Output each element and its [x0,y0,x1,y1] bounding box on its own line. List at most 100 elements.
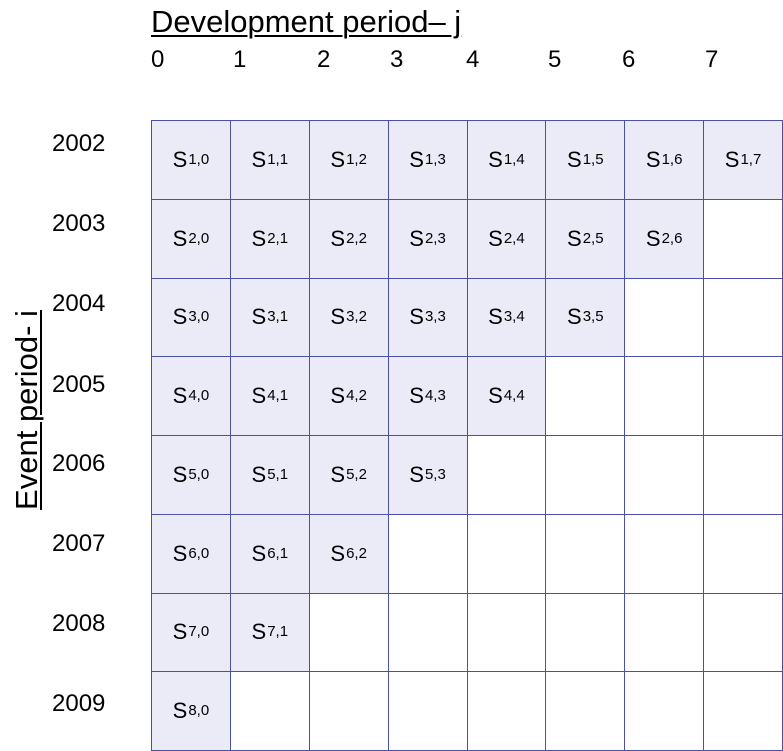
triangle-cell-filled: S 3,3 [388,278,468,358]
triangle-cell-filled: S 1,3 [388,121,468,200]
triangle-cell-empty [546,672,626,751]
cell-symbol: S [172,146,188,172]
triangle-cell-empty [704,357,783,436]
triangle-cell-filled: S 4,4 [467,357,547,436]
column-label-4: 4 [466,46,480,73]
triangle-cell-filled: S 7,0 [152,593,231,673]
row-label-2002: 2002 [52,130,106,157]
cell-symbol: S [409,461,424,487]
triangle-cell-empty [309,672,389,751]
triangle-cell-empty [704,199,783,279]
cell-symbol: S [409,304,424,330]
cell-symbol: S [409,225,424,251]
cell-symbol: S [251,383,267,409]
cell-symbol: S [330,540,346,566]
triangle-cell-filled: S 1,5 [546,121,626,200]
triangle-cell-filled: S 6,2 [309,514,389,594]
triangle-cell-empty [704,672,783,751]
column-label-6: 6 [622,46,636,73]
triangle-cell-filled: S 4,1 [230,357,310,436]
row-label-2009: 2009 [52,690,106,717]
triangle-cell-filled: S 1,2 [309,121,389,200]
triangle-cell-empty [625,514,705,594]
triangle-cell-filled: S 5,1 [230,436,310,515]
cell-symbol: S [251,304,267,330]
triangle-cell-filled: S 3,2 [309,278,389,358]
cell-symbol: S [172,383,188,409]
triangle-cell-empty [546,357,626,436]
triangle-cell-empty [467,436,547,515]
triangle-cell-filled: S 3,1 [230,278,310,358]
cell-symbol: S [330,146,346,172]
cell-symbol: S [567,225,582,251]
triangle-cell-filled: S 5,2 [309,436,389,515]
triangle-cell-filled: S 3,0 [152,278,231,358]
cell-symbol: S [251,619,267,645]
cell-symbol: S [645,146,661,172]
triangle-cell-filled: S 2,2 [309,199,389,279]
cell-symbol: S [172,461,188,487]
triangle-cell-filled: S 2,0 [152,199,231,279]
triangle-cell-filled: S 1,0 [152,121,231,200]
triangle-cell-filled: S 2,6 [625,199,705,279]
cell-symbol: S [488,304,503,330]
column-label-1: 1 [233,46,247,73]
cell-symbol: S [251,225,267,251]
row-label-2005: 2005 [52,371,106,398]
row-label-2004: 2004 [52,290,106,317]
row-label-2008: 2008 [52,610,106,637]
triangle-cell-filled: S 5,0 [152,436,231,515]
triangle-cell-filled: S 1,6 [625,121,705,200]
event-period-title: Event period- i [9,310,44,510]
column-label-3: 3 [390,46,404,73]
cell-symbol: S [251,540,267,566]
triangle-cell-filled: S 1,7 [704,121,783,200]
cell-symbol: S [172,540,188,566]
cell-symbol: S [172,225,188,251]
column-label-2: 2 [317,46,331,73]
cell-symbol: S [172,698,188,724]
run-off-triangle-grid: S 1,0 S 1,1 S 1,2 S 1,3 S 1,4 S 1,5 S 1,6 S 1,7 S 2,0 S 2,1… [151,120,783,751]
triangle-cell-empty [704,436,783,515]
cell-symbol: S [567,304,582,330]
cell-symbol: S [724,146,740,172]
triangle-cell-empty [546,436,626,515]
cell-symbol: S [251,461,267,487]
cell-symbol: S [488,146,503,172]
cell-symbol: S [172,304,188,330]
development-period-title: Development period– j [151,4,462,39]
triangle-cell-empty [309,593,389,673]
triangle-cell-empty [230,672,310,751]
row-label-2007: 2007 [52,530,106,557]
triangle-cell-empty [625,436,705,515]
triangle-cell-filled: S 2,5 [546,199,626,279]
triangle-cell-filled: S 2,1 [230,199,310,279]
triangle-cell-empty [467,672,547,751]
column-label-5: 5 [548,46,562,73]
triangle-cell-filled: S 3,4 [467,278,547,358]
triangle-cell-filled: S 6,1 [230,514,310,594]
cell-symbol: S [409,383,424,409]
cell-symbol: S [172,619,188,645]
triangle-cell-empty [704,278,783,358]
triangle-cell-empty [704,593,783,673]
triangle-cell-empty [546,514,626,594]
triangle-cell-filled: S 4,2 [309,357,389,436]
triangle-cell-filled: S 5,3 [388,436,468,515]
triangle-cell-empty [625,672,705,751]
triangle-cell-filled: S 2,4 [467,199,547,279]
cell-symbol: S [330,461,346,487]
triangle-cell-empty [704,514,783,594]
cell-symbol: S [330,225,346,251]
cell-symbol: S [251,146,267,172]
triangle-cell-empty [625,593,705,673]
cell-symbol: S [488,383,503,409]
cell-symbol: S [645,225,661,251]
triangle-cell-filled: S 1,1 [230,121,310,200]
row-label-2003: 2003 [52,210,106,237]
triangle-cell-empty [467,593,547,673]
cell-symbol: S [488,225,503,251]
cell-symbol: S [409,146,424,172]
triangle-cell-filled: S 2,3 [388,199,468,279]
row-label-2006: 2006 [52,450,106,477]
